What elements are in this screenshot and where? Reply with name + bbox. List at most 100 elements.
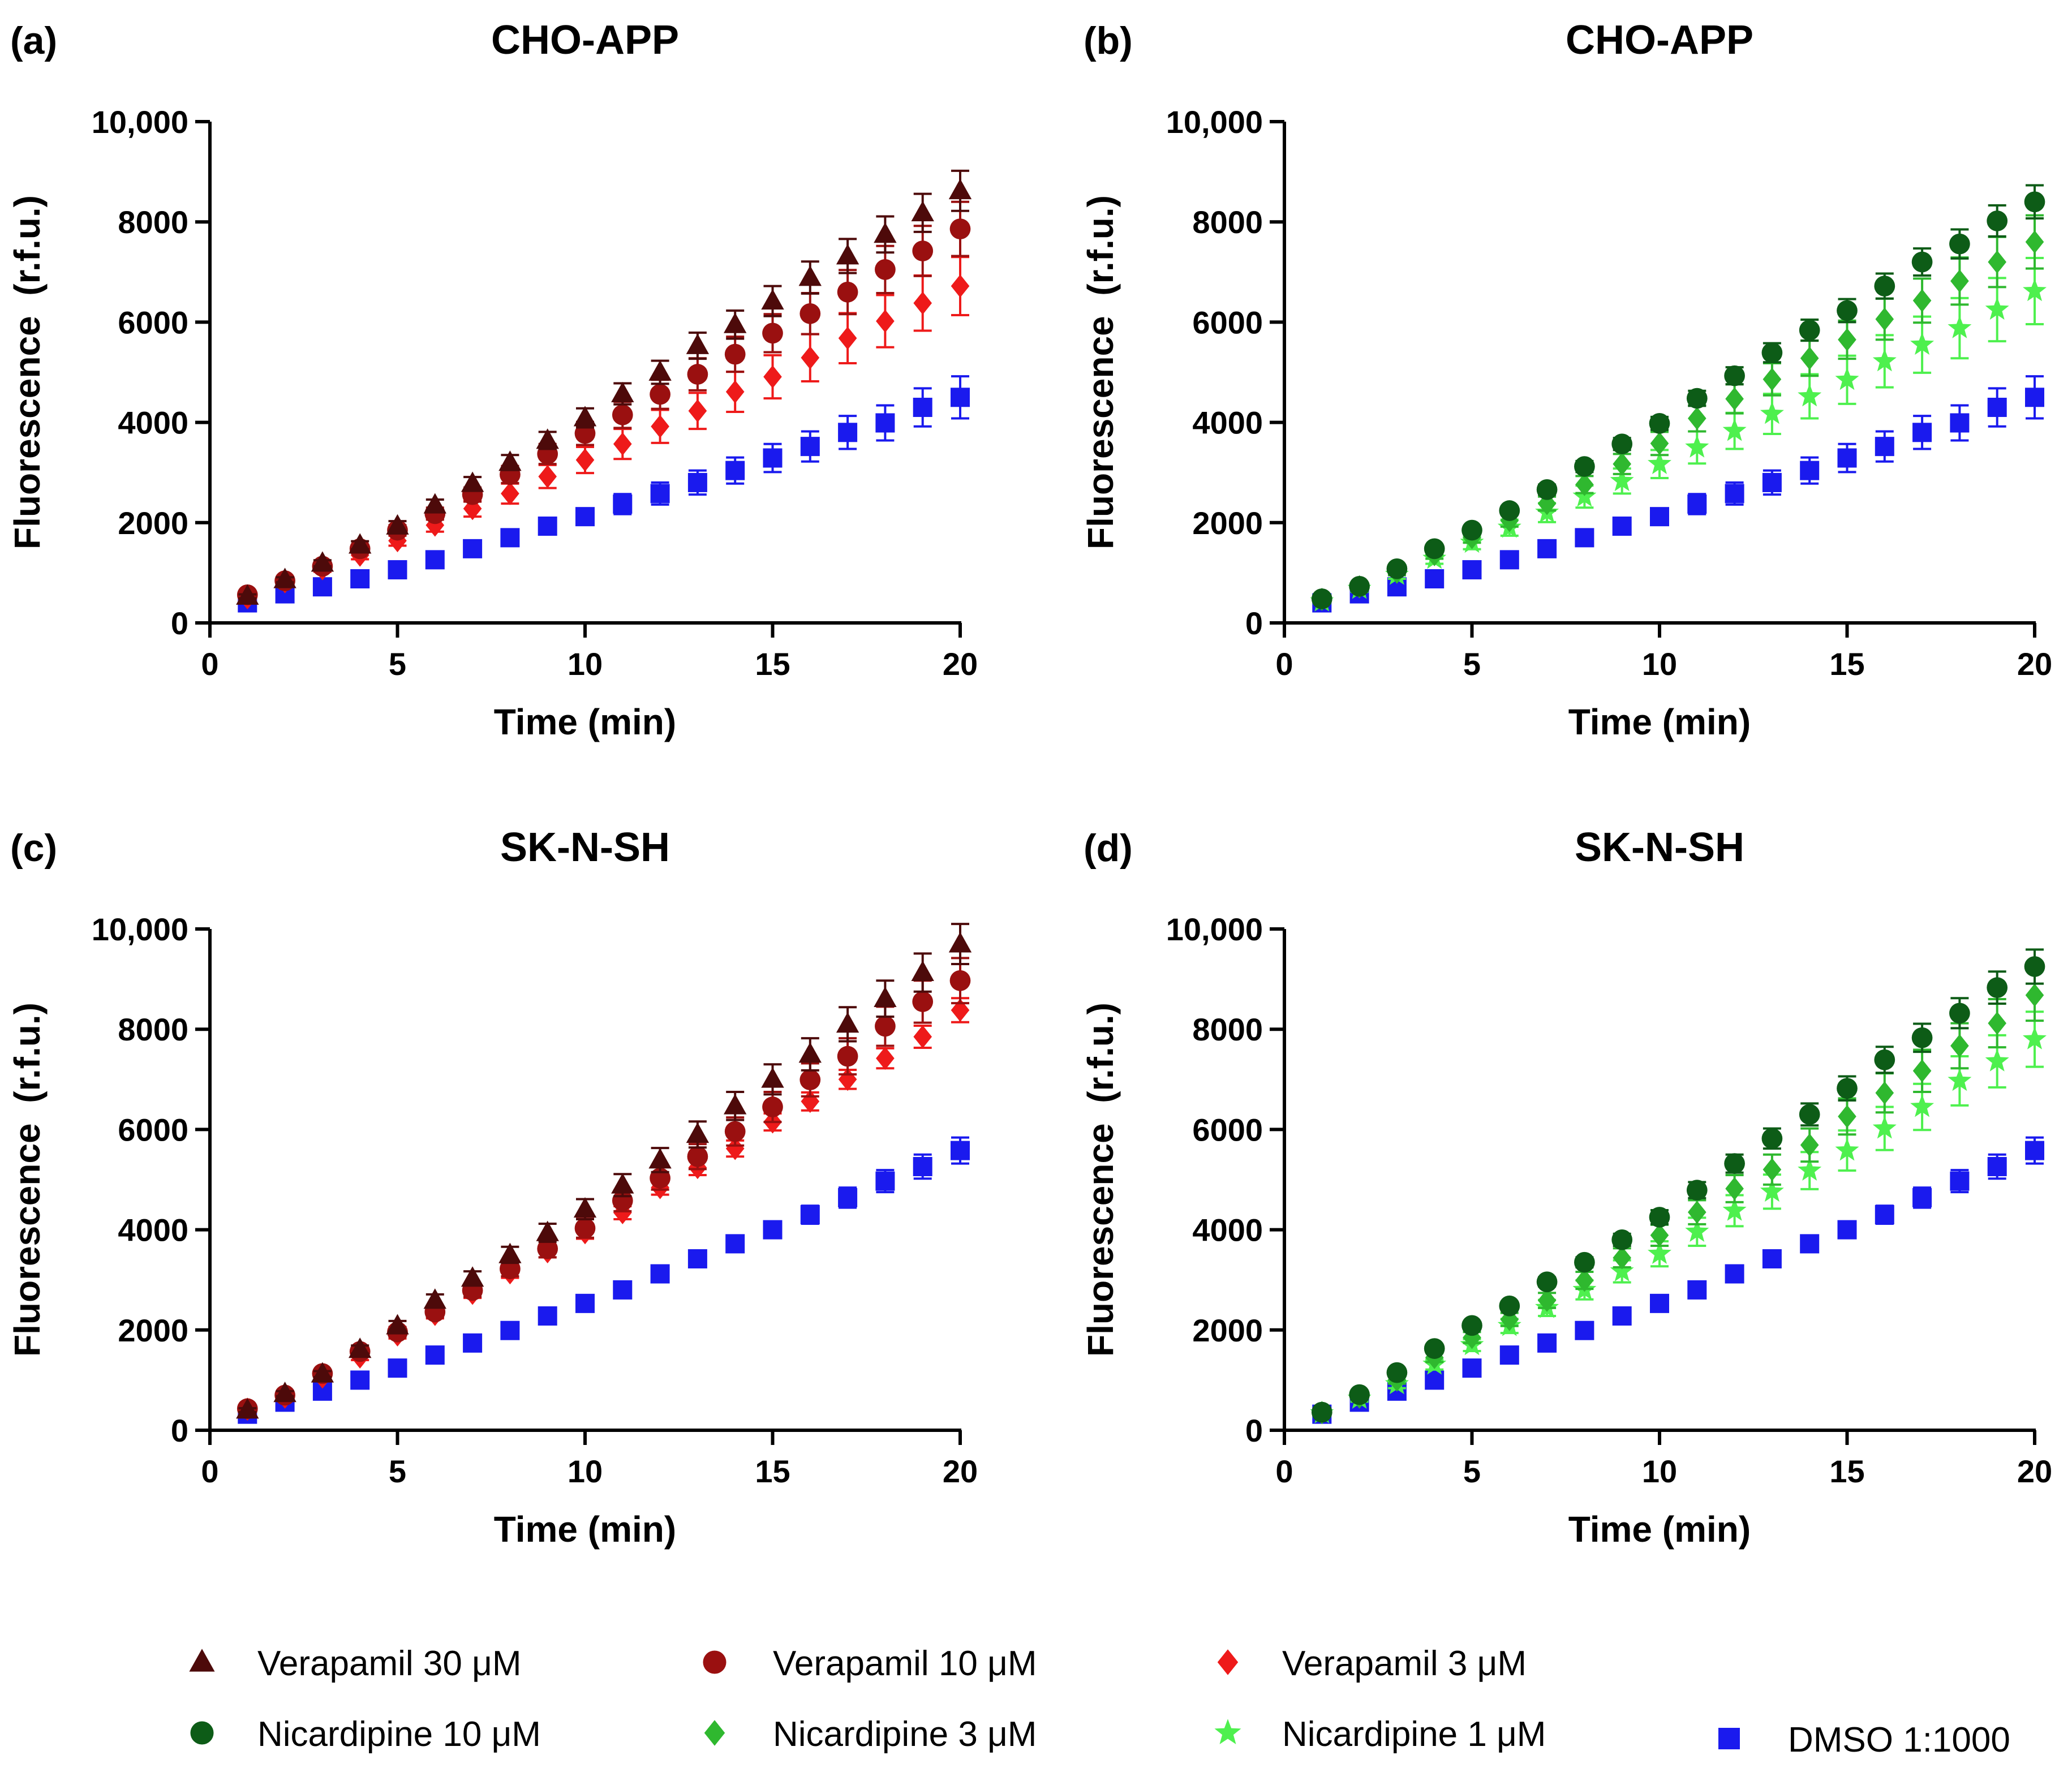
data-point xyxy=(1612,517,1632,536)
data-point xyxy=(837,281,858,303)
data-point xyxy=(613,1280,633,1300)
series-nicardipine_1 xyxy=(1310,1010,2047,1423)
data-point xyxy=(1575,473,1594,496)
data-point xyxy=(875,413,895,433)
legend-item-dmso: DMSO 1:1000 xyxy=(1718,1720,2010,1760)
data-point xyxy=(687,472,707,492)
y-axis-title: Fluorescence (r.f.u.) xyxy=(7,195,48,549)
data-point xyxy=(1575,1320,1594,1340)
data-point xyxy=(686,333,710,354)
data-point xyxy=(1948,315,1972,338)
data-point xyxy=(612,404,633,425)
data-point xyxy=(1349,1384,1370,1405)
data-point xyxy=(1499,500,1520,521)
legend-item-verapamil_30: Verapamil 30 μM xyxy=(189,1644,521,1683)
series-nicardipine_1 xyxy=(1310,256,2047,612)
legend-marker xyxy=(704,1720,725,1746)
series-dmso xyxy=(1312,1136,2044,1424)
data-point xyxy=(1650,1223,1669,1247)
data-point xyxy=(1910,332,1935,355)
data-point xyxy=(1875,437,1894,457)
data-point xyxy=(273,1382,296,1403)
data-point xyxy=(2025,983,2044,1007)
data-point xyxy=(461,471,484,492)
data-point xyxy=(838,326,857,350)
legend-label: Nicardipine 3 μM xyxy=(773,1715,1037,1754)
x-tick-label: 10 xyxy=(568,1453,603,1489)
data-point xyxy=(1463,1326,1481,1349)
data-point xyxy=(1536,1271,1558,1293)
data-point xyxy=(1648,1241,1671,1264)
y-tick-label: 6000 xyxy=(1192,1112,1263,1147)
data-point xyxy=(1650,432,1669,455)
data-point xyxy=(800,1205,820,1225)
y-tick-label: 4000 xyxy=(118,405,188,441)
x-tick-label: 20 xyxy=(943,1453,978,1489)
data-point xyxy=(236,584,259,605)
y-tick-label: 6000 xyxy=(118,1112,188,1147)
data-point xyxy=(1799,320,1820,341)
data-point xyxy=(2025,1141,2044,1160)
data-point xyxy=(1949,233,1970,255)
y-tick-label: 2000 xyxy=(1192,1313,1263,1348)
chart-panel-d: (d) SK-N-SH 0 2000 4000 6000 8000 10,000 0 5 10 15 2… xyxy=(1080,825,2052,1550)
data-point xyxy=(498,1242,522,1263)
data-point xyxy=(1725,1177,1744,1201)
data-point xyxy=(951,274,970,298)
data-point xyxy=(386,1314,409,1335)
legend: Verapamil 30 μM Verapamil 10 μM Verapamil … xyxy=(189,1644,2010,1760)
data-point xyxy=(1722,418,1747,441)
data-point xyxy=(1911,251,1933,273)
x-axis-title: Time (min) xyxy=(1568,1509,1751,1550)
x-tick-label: 20 xyxy=(2017,646,2052,682)
y-tick-label: 4000 xyxy=(118,1212,188,1248)
y-tick-label: 6000 xyxy=(118,304,188,340)
data-point xyxy=(236,1398,259,1419)
data-point xyxy=(948,179,972,200)
legend-label: DMSO 1:1000 xyxy=(1788,1720,2010,1760)
data-point xyxy=(763,1220,783,1240)
data-point xyxy=(1798,384,1822,407)
chart-panel-c: (c) SK-N-SH 0 2000 4000 6000 8000 10,000 0 5 10 15 2… xyxy=(7,825,978,1550)
data-point xyxy=(613,432,632,456)
data-point xyxy=(1912,289,1932,312)
data-point xyxy=(1499,550,1519,570)
data-point xyxy=(1613,452,1632,476)
series-verapamil_3 xyxy=(238,997,970,1421)
data-point xyxy=(1461,519,1482,541)
data-point xyxy=(1612,1306,1632,1326)
data-point xyxy=(388,529,407,553)
data-point xyxy=(2024,956,2045,977)
y-tick-label: 4000 xyxy=(1192,405,1263,441)
data-point xyxy=(500,1320,520,1340)
data-point xyxy=(1424,1338,1445,1359)
data-point xyxy=(349,1337,372,1358)
data-point xyxy=(648,360,672,381)
data-point xyxy=(687,364,708,385)
data-point xyxy=(725,1234,745,1254)
data-point xyxy=(911,201,934,222)
data-point xyxy=(350,1370,370,1390)
data-point xyxy=(1536,479,1558,500)
data-point xyxy=(1761,342,1783,363)
data-point xyxy=(1837,1220,1857,1240)
data-point xyxy=(2024,191,2045,213)
x-tick-label: 5 xyxy=(389,646,406,682)
x-tick-label: 15 xyxy=(755,1453,790,1489)
data-point xyxy=(650,484,670,504)
data-point xyxy=(1837,300,1858,321)
legend-item-nicardipine_3: Nicardipine 3 μM xyxy=(704,1715,1037,1754)
chart-title: SK-N-SH xyxy=(500,825,670,870)
series-verapamil_10 xyxy=(237,200,971,605)
data-point xyxy=(1461,1315,1482,1336)
legend-marker xyxy=(1217,1649,1239,1675)
data-point xyxy=(538,517,557,536)
data-point xyxy=(911,960,934,981)
data-point xyxy=(1425,569,1445,589)
data-point xyxy=(951,388,970,407)
series-verapamil_30 xyxy=(236,923,972,1419)
data-point xyxy=(948,932,972,953)
x-tick-label: 0 xyxy=(201,1453,218,1489)
y-tick-label: 0 xyxy=(171,1413,188,1448)
